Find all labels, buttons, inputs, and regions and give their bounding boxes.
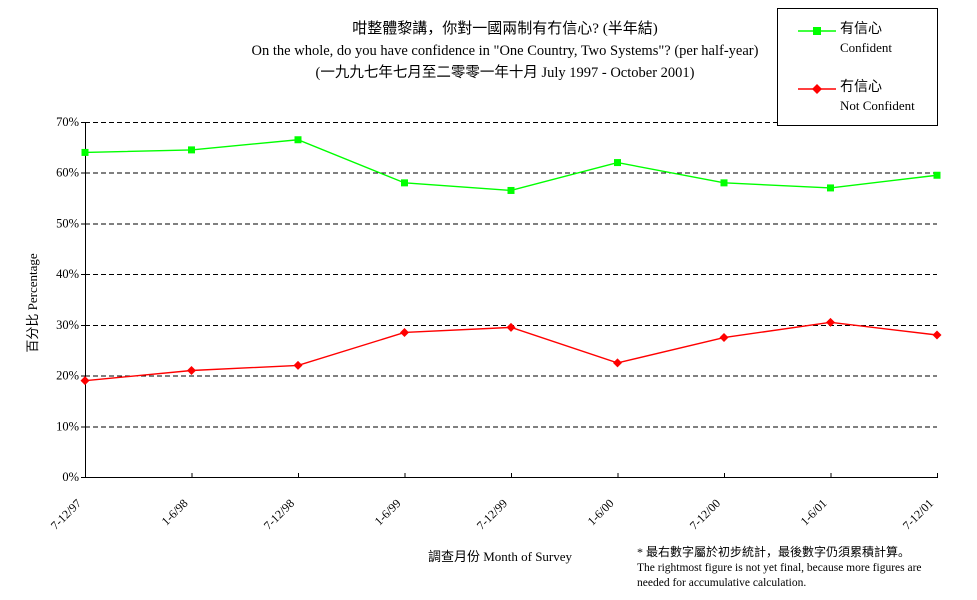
data-point-not-confident bbox=[719, 333, 729, 343]
not-confident-series-marker-icon bbox=[798, 84, 836, 94]
x-tick-label: 7-12/99 bbox=[474, 496, 510, 532]
x-tick-label: 1-6/99 bbox=[372, 496, 404, 528]
legend-square-marker-icon bbox=[813, 27, 821, 35]
data-point-not-confident bbox=[613, 358, 622, 368]
data-point-confident bbox=[507, 186, 515, 194]
title-line-english: On the whole, do you have confidence in … bbox=[251, 43, 759, 59]
y-tick-label: 50% bbox=[56, 216, 79, 230]
y-tick-label: 0% bbox=[62, 470, 79, 484]
data-point-confident bbox=[614, 159, 621, 167]
footnote-line-english-1: The rightmost figure is not yet final, b… bbox=[637, 562, 922, 574]
data-point-not-confident bbox=[826, 317, 835, 327]
x-tick-label: 1-6/00 bbox=[585, 496, 617, 528]
data-point-confident bbox=[401, 179, 408, 187]
data-point-not-confident bbox=[932, 330, 942, 340]
footnote-line-english-2: needed for accumulative calculation. bbox=[637, 576, 807, 589]
legend-labels-not-confident: 冇信心 Not Confident bbox=[840, 79, 915, 115]
legend: 有信心 Confident 冇信心 Not Confident bbox=[777, 8, 938, 126]
data-point-confident bbox=[188, 146, 195, 154]
series-line-confident bbox=[84, 139, 938, 192]
data-point-confident bbox=[81, 148, 89, 156]
footnote: * 最右數字屬於初步統計，最後數字仍須累積計算。 The rightmost f… bbox=[637, 543, 967, 590]
y-tick-label: 40% bbox=[56, 267, 79, 281]
confident-series-marker-icon bbox=[798, 27, 836, 35]
legend-diamond-marker-icon bbox=[812, 84, 822, 94]
footnote-line-chinese: * 最右數字屬於初步統計，最後數字仍須累積計算。 bbox=[637, 545, 911, 559]
x-tick-label: 7-12/00 bbox=[687, 496, 723, 532]
x-tick-label: 7-12/01 bbox=[900, 496, 936, 532]
data-point-confident bbox=[933, 171, 941, 179]
data-point-confident bbox=[827, 184, 834, 192]
y-tick-label: 30% bbox=[56, 318, 79, 332]
title-line-chinese: 咁整體黎講，你對一國兩制有冇信心? (半年結) bbox=[352, 21, 658, 37]
legend-label-en: Confident bbox=[840, 40, 892, 55]
legend-label-zh: 有信心 bbox=[840, 22, 882, 37]
data-point-not-confident bbox=[400, 327, 409, 337]
title-line-period: (一九九七年七月至二零零一年十月 July 1997 - October 200… bbox=[315, 65, 695, 81]
x-tick-label: 1-6/01 bbox=[798, 496, 830, 528]
chart-title: 咁整體黎講，你對一國兩制有冇信心? (半年結) On the whole, do… bbox=[35, 18, 975, 84]
data-point-not-confident bbox=[506, 322, 516, 332]
x-tick-label: 7-12/97 bbox=[48, 496, 84, 532]
legend-label-en: Not Confident bbox=[840, 98, 915, 113]
x-axis-title: 調查月份 Month of Survey bbox=[427, 549, 573, 564]
x-tick-label: 1-6/98 bbox=[159, 496, 191, 528]
y-tick-label: 70% bbox=[56, 115, 79, 129]
data-point-confident bbox=[294, 136, 302, 144]
data-point-not-confident bbox=[187, 366, 196, 375]
legend-label-zh: 冇信心 bbox=[840, 80, 882, 95]
y-tick-label: 20% bbox=[56, 369, 79, 383]
data-point-confident bbox=[720, 179, 728, 187]
x-tick-label: 7-12/98 bbox=[261, 496, 297, 532]
y-tick-label: 10% bbox=[56, 419, 79, 433]
y-axis-title: 百分比 Percentage bbox=[25, 253, 40, 353]
data-point-not-confident bbox=[293, 360, 303, 370]
legend-labels-confident: 有信心 Confident bbox=[840, 21, 892, 57]
data-point-not-confident bbox=[80, 376, 90, 386]
y-tick-label: 60% bbox=[56, 166, 79, 180]
